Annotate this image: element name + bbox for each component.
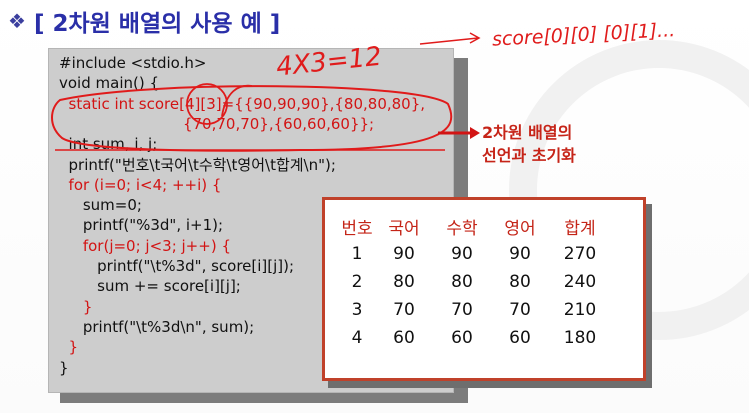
table-cell: 90 (509, 244, 531, 264)
code-line: } (59, 338, 79, 357)
header-cell: 합계 (564, 218, 596, 239)
table-cell: 180 (563, 328, 597, 348)
table-cell: 270 (563, 244, 597, 264)
code-line: for (i=0; i<4; ++i) { (59, 175, 222, 194)
output-table: 번호 국어 수학 영어 합계 1 90 90 90 270 2 80 80 80… (339, 212, 611, 352)
table-cell: 4 (351, 328, 363, 348)
table-cell: 240 (563, 272, 597, 292)
code-line: printf("%3d", i+1); (59, 216, 224, 235)
code-line: } (59, 297, 93, 316)
output-box: 번호 국어 수학 영어 합계 1 90 90 90 270 2 80 80 80… (322, 197, 646, 381)
table-cell: 90 (393, 244, 415, 264)
table-cell: 70 (509, 300, 531, 320)
table-cell: 80 (509, 272, 531, 292)
slide-title-text: [ 2차원 배열의 사용 예 ] (33, 11, 281, 37)
code-line: printf("\t%3d", score[i][j]); (59, 257, 295, 275)
table-row: 4 60 60 60 180 (339, 324, 611, 352)
diamond-bullet-icon: ❖ (8, 9, 26, 33)
table-cell: 60 (509, 328, 531, 348)
annotation-line-1: 2차원 배열의 (482, 123, 573, 142)
code-line: void main() { (59, 74, 160, 93)
table-row: 3 70 70 70 210 (339, 296, 611, 324)
table-cell: 70 (451, 300, 473, 320)
table-cell: 90 (451, 244, 473, 264)
table-cell: 210 (563, 300, 597, 320)
code-line: sum=0; (59, 196, 142, 215)
table-cell: 80 (451, 272, 473, 292)
code-line: {70,70,70},{60,60,60}}; (59, 114, 375, 133)
annotation-label: 2차원 배열의 선언과 초기화 (482, 121, 632, 167)
slide-title: ❖ [ 2차원 배열의 사용 예 ] (8, 4, 280, 38)
header-cell: 영어 (504, 218, 536, 239)
table-row: 2 80 80 80 240 (339, 268, 611, 296)
code-line: printf("번호\t국어\t수학\t영어\t합계\n"); (59, 155, 336, 174)
annotation-line-2: 선언과 초기화 (482, 146, 576, 165)
header-cell: 국어 (388, 218, 420, 239)
code-line: sum += score[i][j]; (59, 277, 241, 296)
code-line: int sum, i, j; (59, 135, 158, 154)
code-line: printf("\t%3d\n", sum); (59, 317, 255, 336)
header-cell: 번호 (341, 218, 373, 239)
table-cell: 2 (351, 272, 363, 292)
code-line: #include <stdio.h> (59, 54, 207, 72)
table-cell: 70 (393, 300, 415, 320)
table-cell: 60 (393, 328, 415, 348)
table-cell: 3 (351, 300, 363, 320)
header-cell: 수학 (446, 218, 478, 239)
table-cell: 1 (351, 244, 363, 264)
table-cell: 80 (393, 272, 415, 292)
table-cell: 60 (451, 328, 473, 348)
code-line: } (59, 358, 69, 377)
table-row: 1 90 90 90 270 (339, 240, 611, 268)
code-line: static int score[4][3]={{90,90,90},{80,8… (59, 94, 426, 113)
output-header-row: 번호 국어 수학 영어 합계 (339, 212, 611, 240)
code-line: for(j=0; j<3; j++) { (59, 236, 231, 255)
